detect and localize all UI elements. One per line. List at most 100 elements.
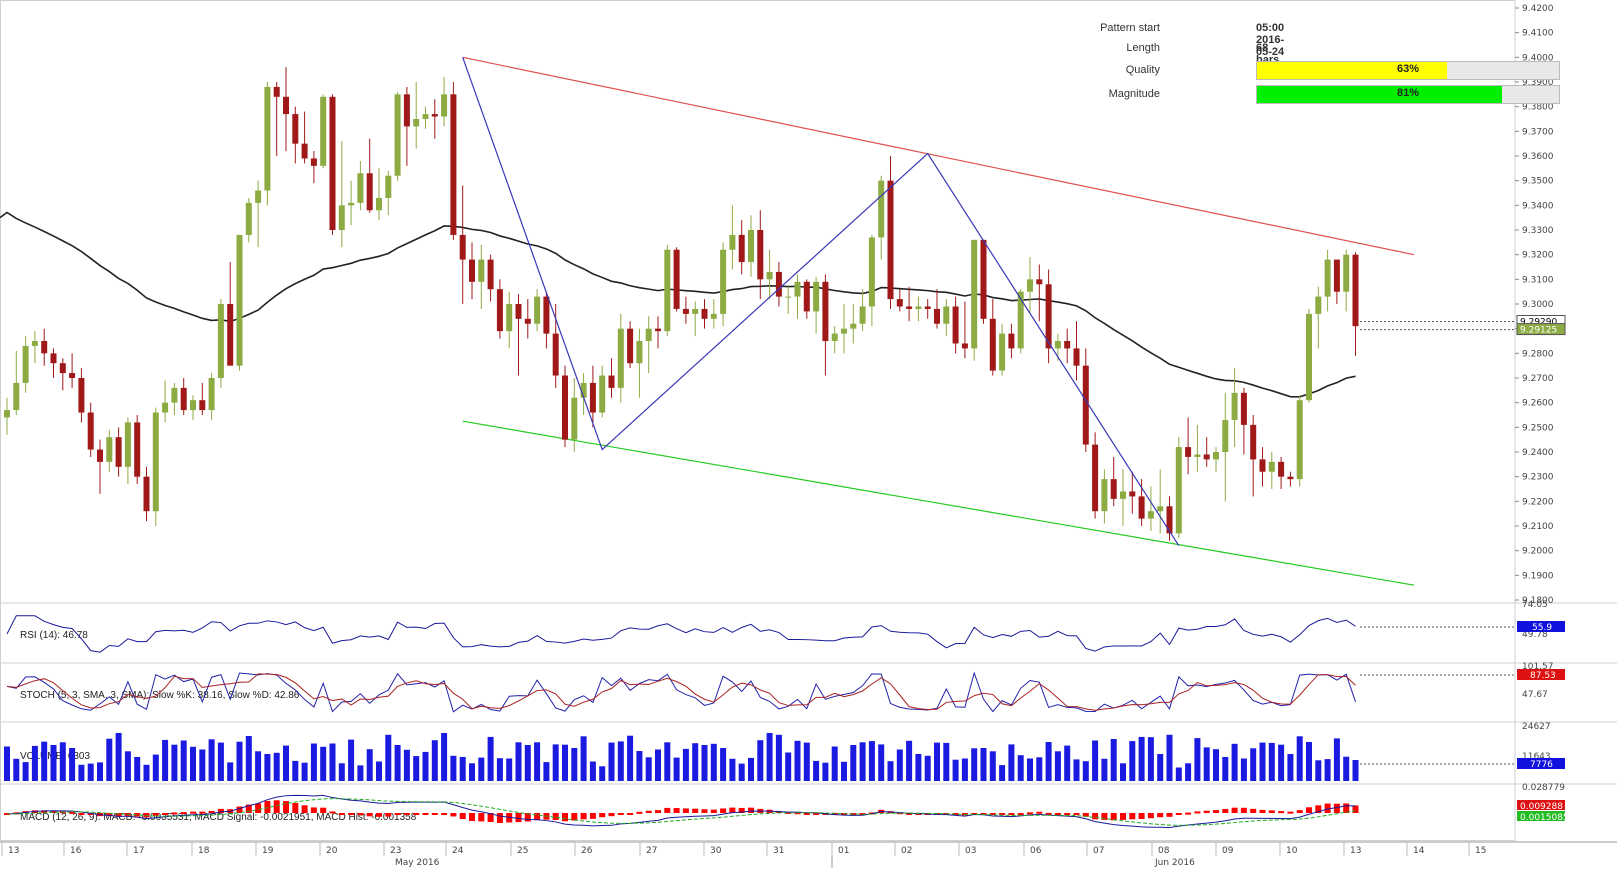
volume-bar xyxy=(1054,751,1061,781)
macd-hist-bar xyxy=(1306,807,1312,813)
stochastic-panel: STOCH (5, 3, SMA, 3, SMA): Slow %K: 38.1… xyxy=(6,662,1565,713)
volume-bar xyxy=(524,745,531,781)
candle-body xyxy=(627,328,634,364)
macd-hist-bar xyxy=(627,813,634,815)
volume-bar xyxy=(13,758,20,781)
macd-hist-bar xyxy=(1296,810,1303,813)
candle-body xyxy=(562,375,568,440)
volume-bar xyxy=(850,745,857,781)
candle-body xyxy=(868,237,875,307)
macd-hist-bar xyxy=(487,813,494,823)
x-day-label: 03 xyxy=(965,846,976,856)
macd-hist-bar xyxy=(692,808,699,813)
macd-hist-bar xyxy=(1324,803,1331,813)
volume-bar xyxy=(376,761,382,781)
volume-bar xyxy=(627,735,634,781)
macd-hist-bar xyxy=(171,812,178,815)
volume-bar xyxy=(999,765,1006,781)
x-day-label: 18 xyxy=(198,846,210,856)
candle-body xyxy=(13,382,20,411)
candle-body xyxy=(692,308,699,314)
volume-bar xyxy=(1194,738,1201,781)
volume-bar xyxy=(422,751,429,781)
volume-bar xyxy=(1213,749,1219,781)
macd-hist-bar xyxy=(376,813,382,817)
channel-lines-layer xyxy=(462,56,1415,586)
volume-bar xyxy=(450,755,457,781)
macd-hist-bar xyxy=(1175,813,1182,815)
candle-body xyxy=(896,299,903,307)
candle-body xyxy=(217,304,224,378)
candle-body xyxy=(766,271,773,280)
x-day-label: 19 xyxy=(262,846,274,856)
candle-body xyxy=(1240,392,1247,425)
macd-hist-bar xyxy=(180,812,187,815)
volume-bar xyxy=(1008,744,1015,781)
candle-body xyxy=(1027,279,1033,292)
volume-bar xyxy=(896,749,903,781)
stoch-title: STOCH (5, 3, SMA, 3, SMA): Slow %K: 38.1… xyxy=(20,690,300,701)
macd-hist-bar xyxy=(1138,813,1145,819)
volume-axis-label: 11643 xyxy=(1522,752,1551,762)
macd-hist-bar xyxy=(1157,813,1164,818)
volume-bar xyxy=(720,748,727,781)
macd-axis-label: 0.028779 xyxy=(1522,783,1565,793)
y-tick-label: 9.1800 xyxy=(1522,596,1554,606)
candle-body xyxy=(841,328,847,334)
macd-hist-bar xyxy=(301,805,308,813)
candle-body xyxy=(171,387,178,403)
candle-body xyxy=(1073,348,1080,366)
magnitude-label: Magnitude xyxy=(1108,88,1160,100)
macd-hist-bar xyxy=(952,813,959,815)
macd-hist-bar xyxy=(1240,807,1247,813)
candle-body xyxy=(87,412,94,450)
candle-body xyxy=(50,353,57,364)
volume-bar xyxy=(134,757,141,781)
macd-hist-bar xyxy=(422,813,429,815)
volume-bar xyxy=(1175,767,1182,781)
y-tick-label: 9.3600 xyxy=(1522,152,1554,162)
plot-border xyxy=(0,0,1516,841)
magnitude-value: 81% xyxy=(1396,87,1420,99)
macd-hist-bar xyxy=(459,813,466,820)
candle-body xyxy=(1250,424,1257,460)
volume-bar xyxy=(431,740,438,781)
volume-bar xyxy=(357,765,364,781)
volume-bar xyxy=(255,751,262,781)
volume-bar xyxy=(803,742,810,781)
volume-bar xyxy=(115,733,122,781)
macd-hist-bar xyxy=(1203,810,1210,813)
x-day-label: 20 xyxy=(326,846,338,856)
candle-body xyxy=(1278,461,1285,477)
y-tick-label: 9.3000 xyxy=(1522,300,1554,310)
volume-bar xyxy=(1296,736,1303,781)
macd-hist-bar xyxy=(1231,807,1238,813)
candle-body xyxy=(859,306,866,324)
macd-hist-bar xyxy=(115,813,122,817)
magnitude-bar: 81% xyxy=(1256,85,1560,104)
macd-hist-bar xyxy=(469,813,475,821)
macd-hist-bar xyxy=(701,809,708,813)
macd-hist-bar xyxy=(989,813,996,815)
x-month-label: Jun 2016 xyxy=(1154,858,1195,868)
macd-hist-bar xyxy=(403,813,410,815)
candle-body xyxy=(1017,291,1024,349)
volume-bar xyxy=(227,762,234,781)
candle-body xyxy=(4,410,10,418)
candle-body xyxy=(720,249,727,314)
candle-body xyxy=(682,308,689,314)
x-day-label: 10 xyxy=(1286,846,1298,856)
volume-bar xyxy=(729,758,736,781)
volume-bar xyxy=(534,742,541,781)
macd-hist-bar xyxy=(1166,813,1173,817)
x-day-label: 16 xyxy=(70,846,82,856)
candle-body xyxy=(534,296,541,324)
candle-body xyxy=(813,281,820,312)
y-tick-label: 9.3100 xyxy=(1522,275,1554,285)
volume-bar xyxy=(971,748,978,781)
candle-body xyxy=(506,304,513,332)
candle-body xyxy=(283,96,289,115)
candle-body xyxy=(227,304,234,366)
pattern-zigzag-layer xyxy=(462,57,1180,547)
